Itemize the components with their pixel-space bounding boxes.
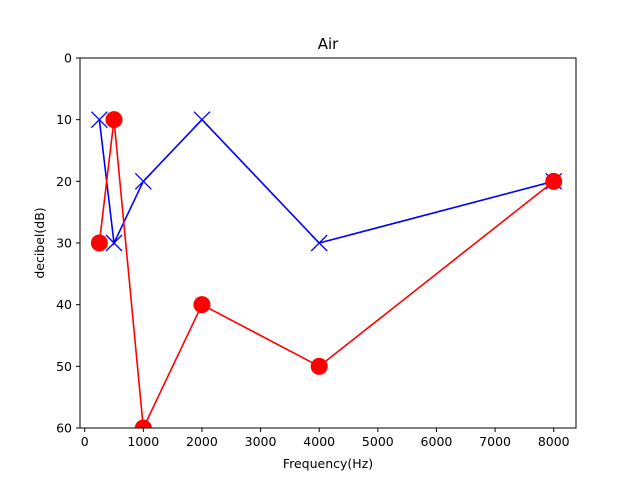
y-tick-label: 20 xyxy=(56,174,72,189)
x-marker-point xyxy=(105,234,123,252)
x-tick-label: 2000 xyxy=(186,434,218,449)
circle-marker-point xyxy=(134,419,152,428)
x-tick-label: 5000 xyxy=(362,434,394,449)
circle-marker-point xyxy=(105,111,123,129)
x-marker-series-line xyxy=(98,118,554,246)
circle-marker-series-line xyxy=(98,119,555,428)
plot-frame xyxy=(79,57,577,429)
y-tick-label: 30 xyxy=(56,236,72,251)
y-tick-label: 0 xyxy=(64,51,72,66)
x-marker-point xyxy=(134,172,152,190)
x-tick-label: 8000 xyxy=(538,434,570,449)
circle-marker-point xyxy=(193,296,211,314)
y-tick-label: 50 xyxy=(56,359,72,374)
x-tick-label: 4000 xyxy=(303,434,335,449)
y-tick-label: 10 xyxy=(56,112,72,127)
y-axis-label: decibel(dB) xyxy=(32,207,47,278)
circle-marker-point xyxy=(545,172,563,190)
x-marker-point xyxy=(193,111,211,129)
x-axis-label: Frequency(Hz) xyxy=(283,456,373,471)
x-marker-point xyxy=(310,234,328,252)
x-tick-label: 7000 xyxy=(479,434,511,449)
chart-title: Air xyxy=(318,35,339,53)
y-tick-label: 60 xyxy=(56,421,72,436)
x-tick-label: 0 xyxy=(81,434,89,449)
circle-marker-point xyxy=(310,357,328,375)
x-marker-point xyxy=(90,111,108,129)
x-tick-label: 6000 xyxy=(421,434,453,449)
circle-marker-point xyxy=(90,234,108,252)
y-tick-label: 40 xyxy=(56,297,72,312)
x-tick-label: 3000 xyxy=(245,434,277,449)
x-tick-label: 1000 xyxy=(127,434,159,449)
